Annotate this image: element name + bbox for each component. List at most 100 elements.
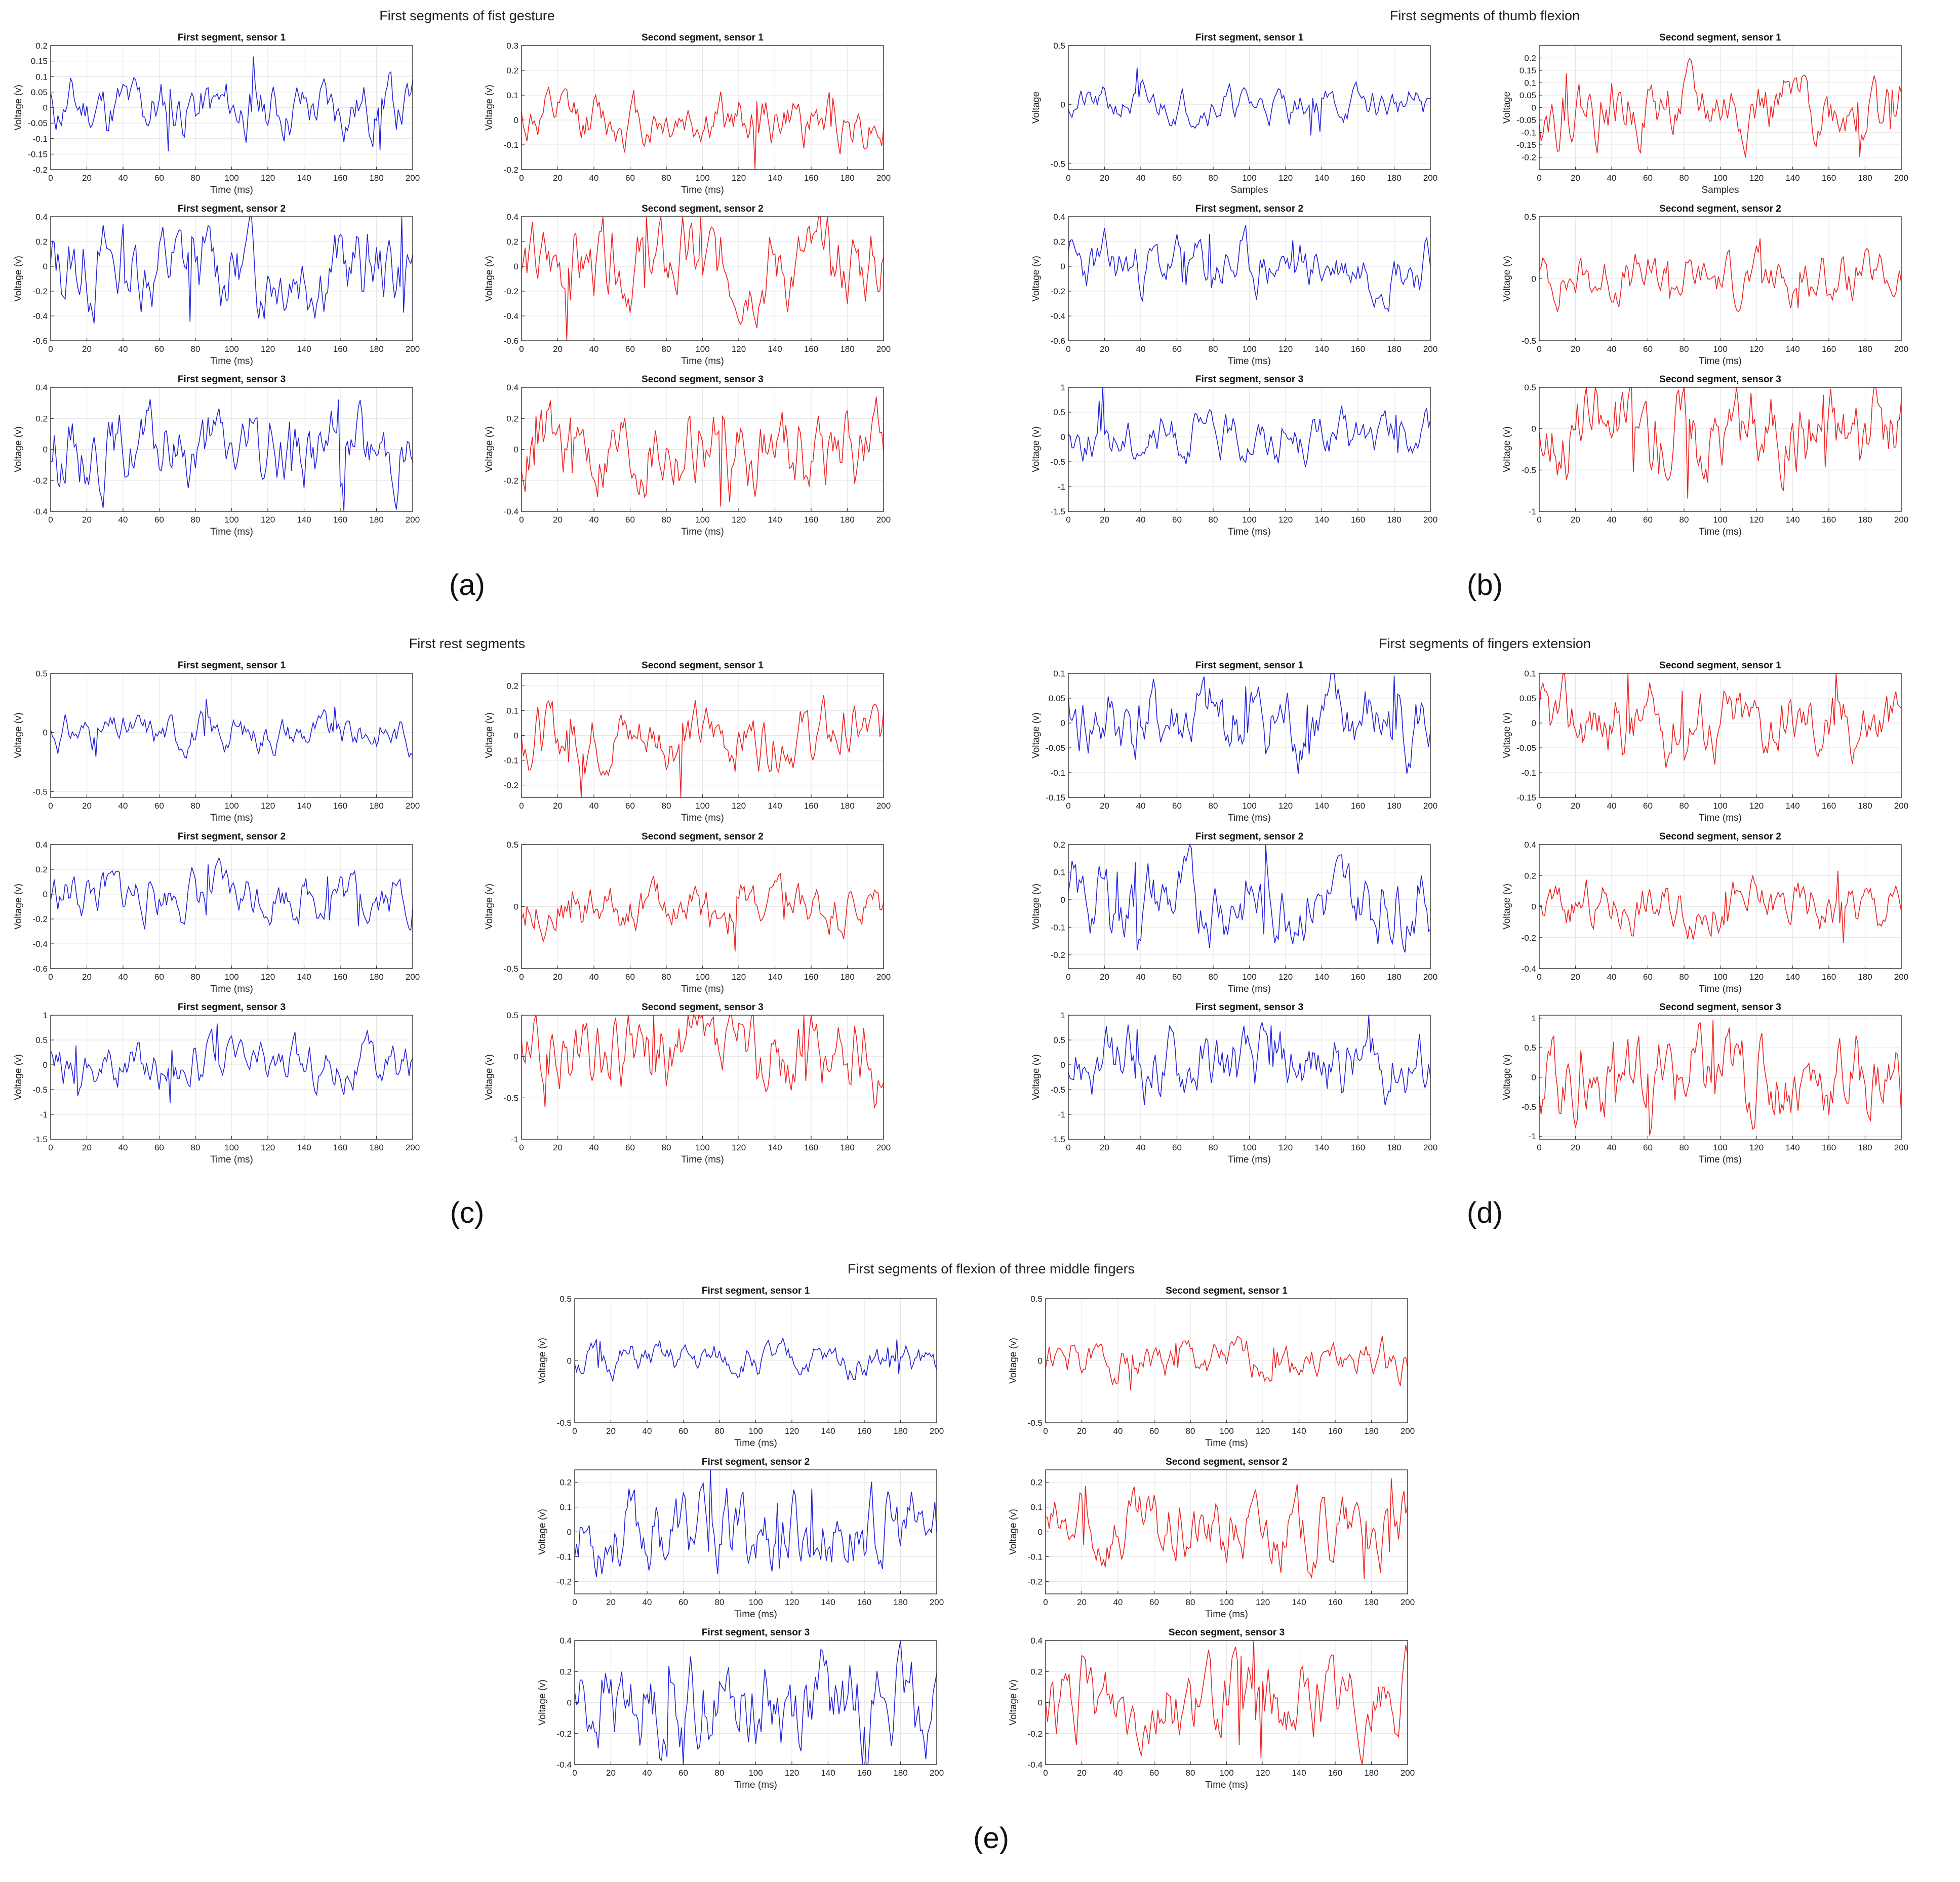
subplot-title: Secon segment, sensor 3 bbox=[1169, 1627, 1285, 1638]
x-tick-label: 60 bbox=[1172, 801, 1182, 811]
y-tick-label: 0.05 bbox=[1519, 694, 1536, 703]
x-tick-label: 180 bbox=[840, 972, 854, 982]
subplot: 0 20 40 60 80 100 120 140 160 180 200 -1.5 -1 -0.5 0 0.… bbox=[13, 1002, 420, 1165]
x-axis-label: Time (ms) bbox=[1205, 1780, 1248, 1790]
y-tick-label: 0.2 bbox=[1053, 237, 1065, 247]
y-tick-label: 0.5 bbox=[1053, 41, 1065, 51]
x-tick-label: 20 bbox=[553, 801, 563, 811]
x-tick-label: 60 bbox=[154, 173, 164, 183]
x-tick-label: 180 bbox=[1858, 515, 1872, 525]
y-tick-label: -0.5 bbox=[1028, 1418, 1043, 1428]
y-tick-label: -0.6 bbox=[33, 964, 48, 974]
y-tick-label: 0.2 bbox=[506, 237, 518, 247]
x-tick-label: 20 bbox=[1571, 173, 1580, 183]
series-line bbox=[1045, 1640, 1408, 1765]
y-tick-label: 1 bbox=[1061, 1011, 1065, 1020]
y-tick-label: 0.4 bbox=[1030, 1636, 1043, 1646]
y-tick-label: -0.1 bbox=[504, 140, 518, 150]
x-tick-label: 100 bbox=[695, 1143, 709, 1152]
x-tick-label: 80 bbox=[1186, 1426, 1195, 1436]
x-tick-label: 40 bbox=[1136, 515, 1146, 525]
x-tick-label: 0 bbox=[48, 972, 53, 982]
x-tick-label: 20 bbox=[553, 173, 563, 183]
y-tick-label: 0.5 bbox=[1524, 212, 1536, 222]
x-tick-label: 180 bbox=[840, 801, 854, 811]
y-tick-label: 0.5 bbox=[1053, 408, 1065, 417]
subplot-title: Second segment, sensor 1 bbox=[1659, 660, 1781, 671]
x-tick-label: 180 bbox=[1858, 173, 1872, 183]
x-tick-label: 120 bbox=[732, 515, 746, 525]
subplot-title: Second segment, sensor 2 bbox=[1659, 204, 1781, 214]
subplot-title: Second segment, sensor 2 bbox=[642, 204, 764, 214]
x-tick-label: 120 bbox=[1256, 1426, 1270, 1436]
x-tick-label: 120 bbox=[261, 1143, 275, 1152]
y-tick-label: -0.05 bbox=[1046, 743, 1065, 753]
x-tick-label: 180 bbox=[840, 515, 854, 525]
x-tick-label: 140 bbox=[821, 1426, 835, 1436]
x-tick-label: 60 bbox=[678, 1597, 688, 1607]
x-tick-label: 140 bbox=[297, 972, 311, 982]
x-tick-label: 200 bbox=[876, 801, 891, 811]
x-tick-label: 100 bbox=[748, 1768, 763, 1778]
y-tick-label: 0.5 bbox=[506, 1011, 518, 1020]
subplot-title: First segment, sensor 1 bbox=[1195, 32, 1304, 43]
x-tick-label: 180 bbox=[893, 1597, 907, 1607]
x-tick-label: 120 bbox=[1749, 801, 1764, 811]
x-tick-label: 80 bbox=[191, 515, 201, 525]
subplot-title: Second segment, sensor 1 bbox=[1166, 1286, 1288, 1296]
x-axis-label: Time (ms) bbox=[210, 527, 253, 537]
series-line bbox=[1068, 673, 1431, 774]
panel-label: (e) bbox=[973, 1822, 1009, 1855]
subplot: 0 20 40 60 80 100 120 140 160 180 200 -0.2 -0.1 0 0.1 0… bbox=[537, 1457, 944, 1620]
x-tick-label: 0 bbox=[1043, 1768, 1048, 1778]
subplot: 0 20 40 60 80 100 120 140 160 180 200-0.500.5First… bbox=[537, 1286, 944, 1449]
y-tick-label: 0.1 bbox=[1030, 1503, 1043, 1512]
x-tick-label: 80 bbox=[1186, 1597, 1195, 1607]
x-tick-label: 20 bbox=[1571, 515, 1580, 525]
y-tick-label: -1.5 bbox=[33, 1135, 48, 1144]
x-tick-label: 40 bbox=[589, 801, 599, 811]
panel-title: First rest segments bbox=[409, 636, 526, 651]
y-tick-label: 0.2 bbox=[1053, 840, 1065, 850]
panel-label: (b) bbox=[1467, 569, 1503, 602]
x-tick-label: 80 bbox=[662, 515, 671, 525]
x-tick-label: 140 bbox=[1292, 1768, 1306, 1778]
x-tick-label: 160 bbox=[1328, 1597, 1342, 1607]
x-tick-label: 180 bbox=[369, 801, 383, 811]
x-tick-label: 120 bbox=[1749, 173, 1764, 183]
y-tick-label: -0.05 bbox=[1516, 115, 1536, 125]
x-tick-label: 180 bbox=[893, 1768, 907, 1778]
y-axis-label: Voltage (v) bbox=[1502, 426, 1512, 472]
series-line bbox=[574, 1469, 937, 1577]
x-tick-label: 160 bbox=[1328, 1426, 1342, 1436]
x-tick-label: 200 bbox=[406, 515, 420, 525]
y-tick-label: -0.5 bbox=[504, 1093, 518, 1103]
x-tick-label: 40 bbox=[1113, 1426, 1123, 1436]
x-tick-label: 20 bbox=[606, 1597, 616, 1607]
x-tick-label: 80 bbox=[1209, 344, 1218, 354]
subplot: 0 20 40 60 80 100 120 140 160 180 200 -0.6 -0.4 -0.2 0… bbox=[1031, 204, 1437, 367]
series-line bbox=[521, 873, 884, 952]
x-tick-label: 60 bbox=[625, 344, 635, 354]
x-tick-label: 140 bbox=[297, 1143, 311, 1152]
x-tick-label: 80 bbox=[715, 1426, 725, 1436]
x-tick-label: 40 bbox=[1136, 173, 1146, 183]
x-tick-label: 60 bbox=[1149, 1768, 1159, 1778]
x-tick-label: 80 bbox=[1679, 173, 1689, 183]
x-tick-label: 100 bbox=[1242, 801, 1256, 811]
y-tick-label: 0.1 bbox=[1053, 867, 1065, 877]
panel-c: First rest segments(c)0 20 40 60 80 100 120 140… bbox=[13, 636, 891, 1229]
x-tick-label: 40 bbox=[1607, 801, 1617, 811]
x-tick-label: 180 bbox=[840, 1143, 854, 1152]
series-line bbox=[521, 695, 884, 798]
subplot: 0 20 40 60 80 100 120 140 160 180 200 -1 -0.5 0 0.5 Sec… bbox=[1502, 374, 1908, 537]
subplot: 0 20 40 60 80 100 120 140 160 180 200 -0.2 -0.1 0 0.1 0… bbox=[1031, 831, 1437, 994]
x-tick-label: 0 bbox=[1043, 1597, 1048, 1607]
x-tick-label: 60 bbox=[625, 1143, 635, 1152]
y-tick-label: 0.4 bbox=[35, 840, 48, 850]
y-tick-label: -0.2 bbox=[1051, 950, 1065, 960]
x-tick-label: 100 bbox=[695, 344, 709, 354]
x-tick-label: 140 bbox=[1785, 344, 1799, 354]
x-tick-label: 160 bbox=[857, 1597, 871, 1607]
x-tick-label: 200 bbox=[1894, 1143, 1908, 1152]
